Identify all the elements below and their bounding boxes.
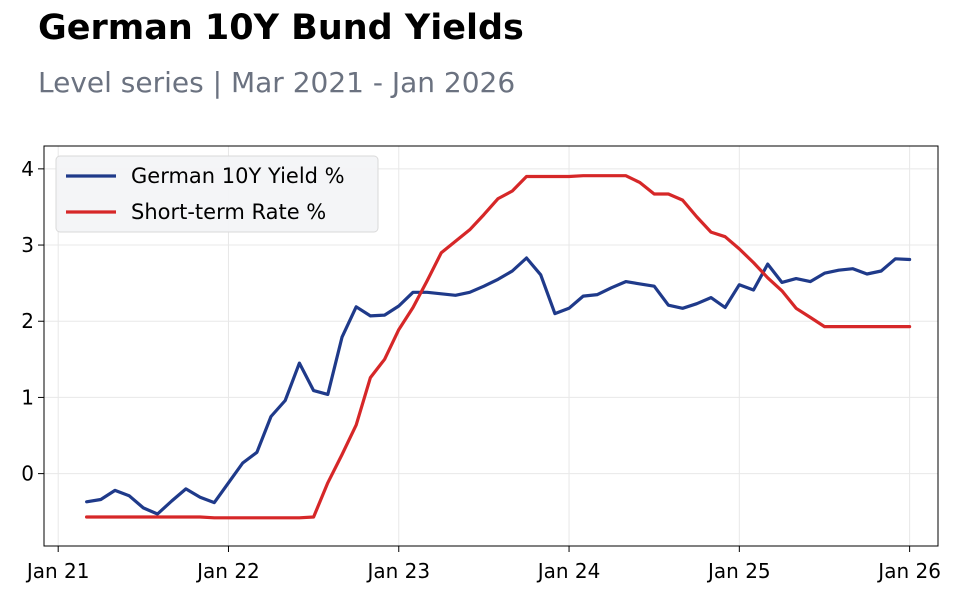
- y-tick-label: 4: [21, 157, 34, 181]
- legend: German 10Y Yield % Short-term Rate %: [55, 155, 379, 233]
- plot-frame: [43, 145, 939, 547]
- series-line-2: [84, 174, 912, 520]
- legend-label: Short-term Rate %: [131, 200, 326, 224]
- x-tick-label: Jan 22: [195, 559, 260, 583]
- legend-box: [55, 155, 379, 233]
- legend-label: German 10Y Yield %: [131, 164, 345, 188]
- x-tick-label: Jan 21: [25, 559, 90, 583]
- series-lines: [84, 174, 912, 520]
- gridlines: [44, 146, 938, 546]
- series-line-1: [84, 256, 912, 516]
- x-tick-label: Jan 24: [536, 559, 601, 583]
- x-tick-label: Jan 25: [706, 559, 771, 583]
- axes: Jan 21 Jan 22 Jan 23 Jan 24 Jan 25 Jan 26 0 1 2 3…: [21, 157, 941, 583]
- y-tick-label: 0: [21, 462, 34, 486]
- x-tick-label: Jan 23: [365, 559, 430, 583]
- chart-subtitle: Level series | Mar 2021 - Jan 2026: [38, 66, 516, 99]
- x-tick-label: Jan 26: [876, 559, 941, 583]
- chart-title: German 10Y Bund Yields: [38, 8, 524, 48]
- y-tick-label: 3: [21, 233, 34, 257]
- y-tick-label: 1: [21, 385, 34, 409]
- y-tick-label: 2: [21, 309, 34, 333]
